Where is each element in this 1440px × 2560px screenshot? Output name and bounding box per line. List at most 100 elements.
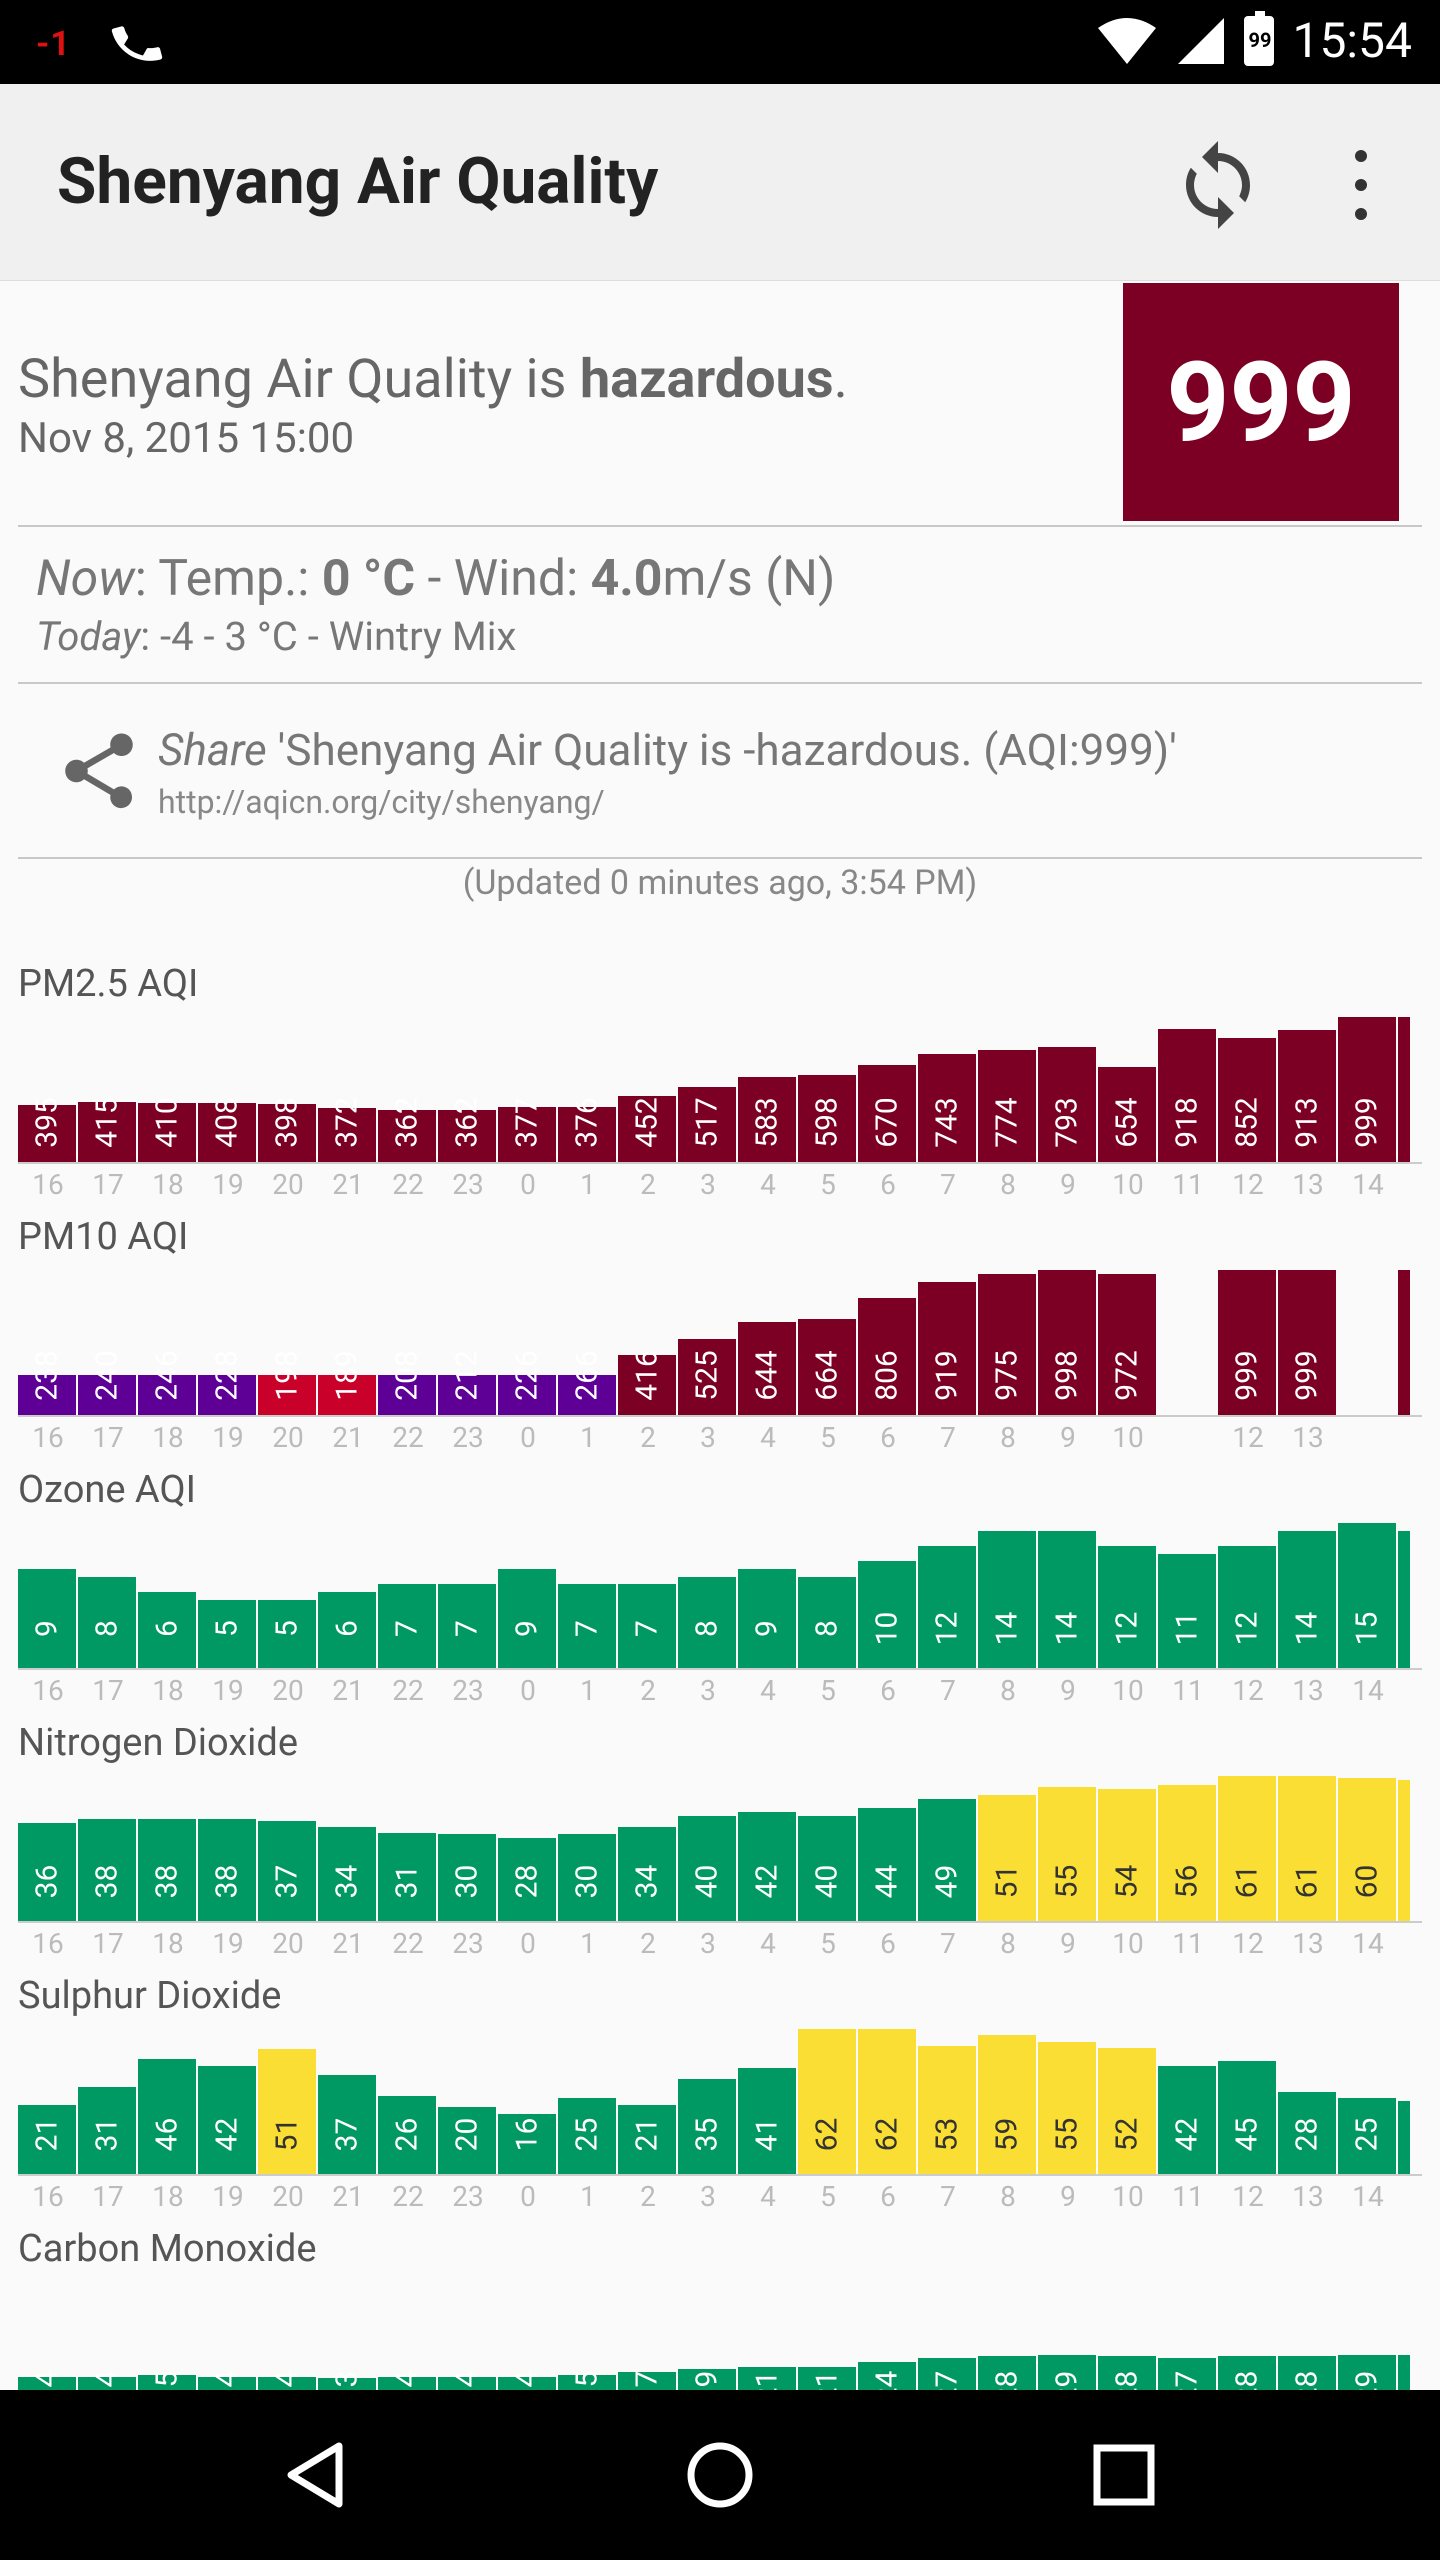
refresh-icon[interactable] (1170, 137, 1266, 233)
hour-tick-label: 21 (332, 1168, 364, 1201)
hour-tick-label: 5 (820, 1421, 836, 1454)
share-url[interactable]: http://aqicn.org/city/shenyang/ (158, 783, 605, 821)
recents-button[interactable] (1034, 2390, 1214, 2560)
chart-bar: 30 (558, 1834, 616, 1921)
bar-value-label: 975 (989, 1350, 1025, 1401)
bar-value-label: 8 (89, 1620, 125, 1637)
hour-tick-label: 7 (940, 1168, 956, 1201)
chart-bar: 35 (678, 2079, 736, 2174)
back-button[interactable] (226, 2390, 406, 2560)
aqi-badge: 999 (1123, 283, 1399, 521)
bar-value-label: 30 (569, 1864, 605, 1899)
hour-tick-label: 6 (880, 2180, 896, 2213)
bar-value-label: 54 (1109, 1864, 1145, 1899)
bar-value-label: 212 (449, 1350, 485, 1401)
chart-bar: 51 (978, 1794, 1036, 1921)
bar-value-label: 31 (89, 2117, 125, 2152)
bar-value-label: 7 (569, 1620, 605, 1637)
chart-bar: 40 (798, 1815, 856, 1921)
bar-value-label: 60 (1349, 1864, 1385, 1899)
chart-bar: 45 (1218, 2060, 1276, 2174)
bar-value-label: 918 (1169, 1097, 1205, 1148)
hour-tick-label: 2 (640, 1674, 656, 1707)
now-label: Now (36, 550, 135, 608)
bar-value-label: 452 (629, 1097, 665, 1148)
hour-tick-label: 21 (332, 2180, 364, 2213)
divider (18, 857, 1422, 859)
hour-tick-label: 22 (392, 1674, 424, 1707)
chart-bar: 913 (1278, 1029, 1336, 1162)
hour-tick-label: 17 (92, 1927, 124, 1960)
bar-value-label: 598 (809, 1097, 845, 1148)
hour-tick-label: 19 (212, 1421, 244, 1454)
bar-value-label: 55 (1049, 2117, 1085, 2152)
bar-value-label: 53 (929, 2117, 965, 2152)
navigation-bar (0, 2390, 1440, 2560)
bar-value-label: 9 (509, 1620, 545, 1637)
bar-value-label: 6 (329, 1620, 365, 1637)
bar-value-label: 9 (749, 1620, 785, 1637)
hour-tick-label: 17 (92, 1168, 124, 1201)
bar-value-label: 266 (569, 1350, 605, 1401)
share-text[interactable]: Share 'Shenyang Air Quality is -hazardou… (158, 724, 1177, 776)
chart-bar: 36 (18, 1823, 76, 1921)
bar-value-label: 35 (689, 2117, 725, 2152)
bar-value-label: 26 (389, 2117, 425, 2152)
chart-bar (1398, 1779, 1410, 1921)
bar-value-label: 743 (929, 1097, 965, 1148)
hour-tick-label: 14 (1352, 1927, 1384, 1960)
divider (18, 682, 1422, 684)
bar-value-label: 7 (629, 1620, 665, 1637)
hour-tick-label: 8 (1000, 1168, 1016, 1201)
chart-bar: 12 (1218, 1546, 1276, 1668)
hour-tick-label: 4 (760, 1168, 776, 1201)
hour-tick-label: 22 (392, 2180, 424, 2213)
bar-value-label: 46 (149, 2117, 185, 2152)
bar-value-label: 240 (89, 1350, 125, 1401)
back-icon (287, 2442, 343, 2508)
hour-tick-label: 4 (760, 2180, 776, 2213)
chart-bar: 5 (258, 1599, 316, 1668)
hour-tick-label: 11 (1172, 1674, 1204, 1707)
chart-bar: 16 (498, 2114, 556, 2174)
temperature: 0 °C (321, 550, 416, 608)
chart-bar: 12 (918, 1546, 976, 1668)
chart-bar: 38 (138, 1819, 196, 1921)
hour-tick-label: 19 (212, 1674, 244, 1707)
hour-tick-label: 11 (1172, 1168, 1204, 1201)
bar-value-label: 198 (269, 1350, 305, 1401)
chart-bar: 208 (378, 1350, 436, 1415)
chart-bar: 41 (738, 2067, 796, 2174)
hour-tick-label: 18 (152, 1674, 184, 1707)
bar-value-label: 8 (809, 1620, 845, 1637)
chart-bar: 52 (1098, 2047, 1156, 2174)
chart-bar: 62 (798, 2029, 856, 2174)
hour-tick-label: 19 (212, 1927, 244, 1960)
today-forecast: : -4 - 3 °C - Wintry Mix (140, 613, 517, 660)
bar-value-label: 25 (569, 2117, 605, 2152)
bar-value-label: 61 (1229, 1864, 1265, 1899)
chart-bar: 51 (258, 2049, 316, 2174)
home-button[interactable] (630, 2390, 810, 2560)
clock: 15:54 (1292, 12, 1412, 69)
bar-value-label: 5 (209, 1620, 245, 1637)
bar-value-label: 51 (989, 1864, 1025, 1899)
hour-tick-label: 23 (452, 1927, 484, 1960)
hour-tick-label: 3 (700, 1927, 716, 1960)
share-icon[interactable] (54, 726, 144, 816)
hour-tick-label: 13 (1292, 1421, 1324, 1454)
chart-bar: 525 (678, 1338, 736, 1415)
chart-bar: 10 (858, 1561, 916, 1668)
bar-value-label: 14 (1289, 1611, 1325, 1646)
hour-tick-label: 3 (700, 2180, 716, 2213)
chart-bar: 998 (1038, 1270, 1096, 1415)
hour-tick-label: 7 (940, 2180, 956, 2213)
chart-bar: 55 (1038, 1787, 1096, 1921)
bar-value-label: 40 (689, 1864, 725, 1899)
hour-tick-label: 17 (92, 2180, 124, 2213)
bar-value-label: 5 (269, 1620, 305, 1637)
chart-bar: 918 (1158, 1028, 1216, 1162)
chart-bar: 14 (1038, 1530, 1096, 1668)
overflow-menu-icon[interactable] (1336, 150, 1386, 220)
hour-tick-label: 1 (580, 2180, 596, 2213)
